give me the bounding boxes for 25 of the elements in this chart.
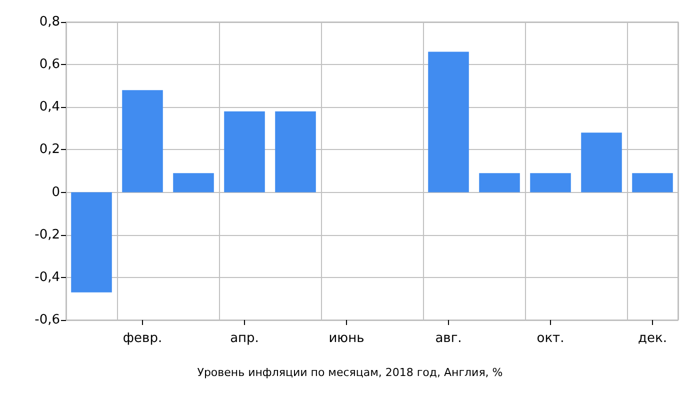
y-tick-label: 0,8 [39, 14, 60, 30]
x-tick-label: июнь [328, 331, 364, 346]
y-tick-label: -0,4 [34, 270, 60, 285]
bar [173, 173, 214, 192]
x-tick-label: дек. [638, 331, 667, 346]
bar [530, 173, 571, 192]
y-tick-label: 0,4 [39, 100, 60, 115]
bar [122, 90, 163, 192]
y-tick-label: -0,2 [34, 227, 60, 242]
x-tick-label: окт. [536, 331, 564, 346]
y-tick-label: 0,6 [39, 57, 60, 72]
bar [479, 173, 520, 192]
x-tick-label: апр. [230, 331, 259, 346]
x-tick-label: авг. [435, 331, 462, 346]
bar [224, 111, 265, 192]
y-tick-label: 0,2 [39, 142, 60, 158]
y-tick-label: 0 [52, 184, 60, 200]
bar [428, 52, 469, 192]
bar [632, 173, 673, 192]
y-tick-label: -0,6 [34, 312, 60, 328]
x-tick-label: февр. [122, 331, 162, 346]
bar [581, 132, 622, 192]
bar [275, 111, 316, 192]
bar [71, 192, 112, 292]
text: Уровень инфляции по месяцам, 2018 год, Англия, % [197, 366, 503, 379]
